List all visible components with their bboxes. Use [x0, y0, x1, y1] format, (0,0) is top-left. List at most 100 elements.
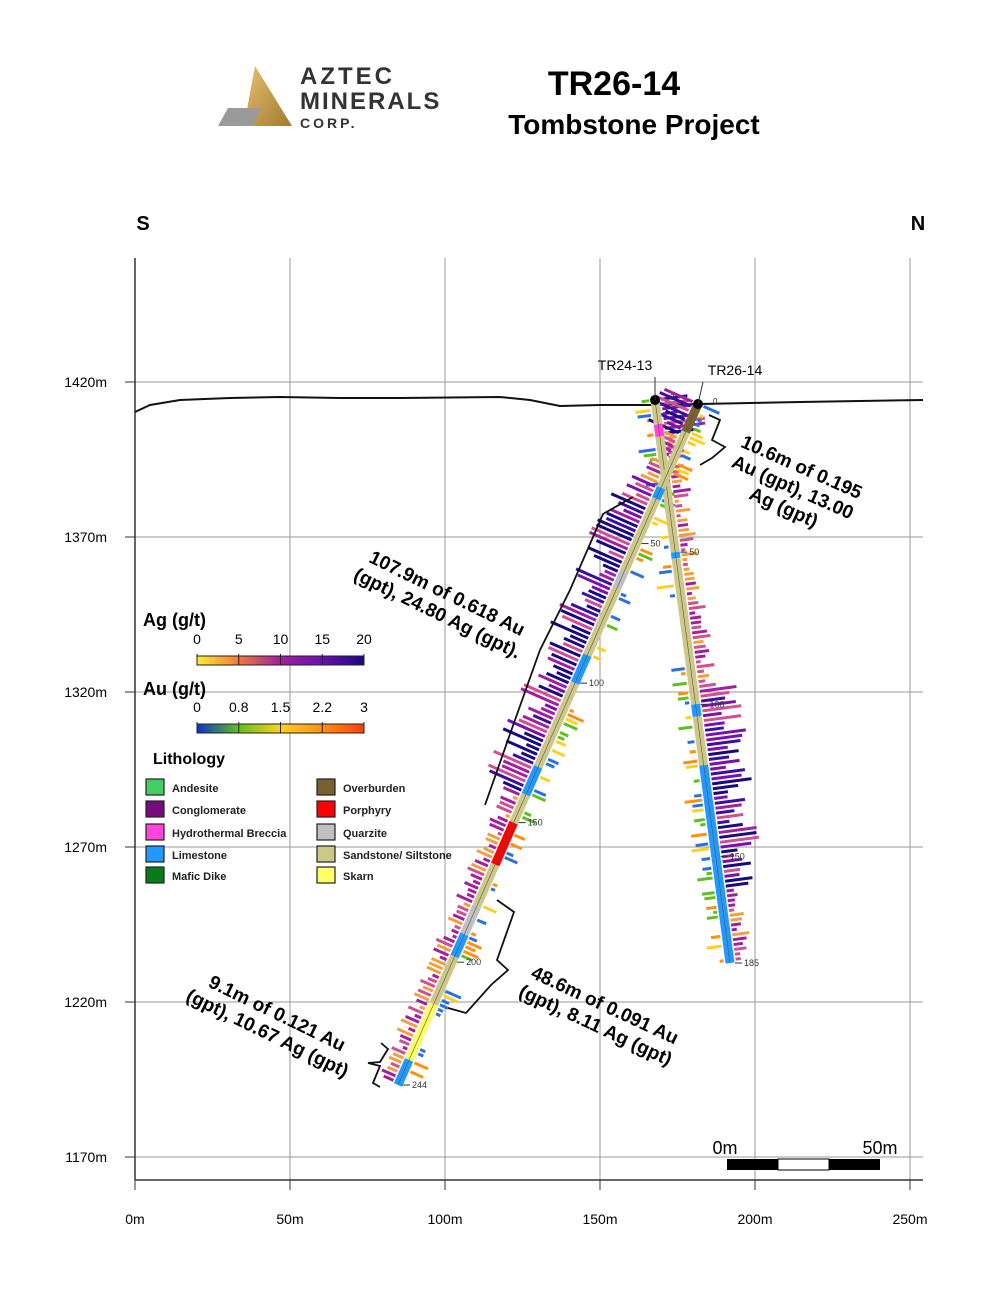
ag-assay-bar: [381, 1068, 397, 1078]
ag-assay-bar: [640, 473, 658, 484]
ag-assay-bar: [731, 927, 737, 932]
ag-assay-bar: [520, 687, 560, 707]
ag-assay-bar: [664, 409, 686, 421]
ag-assay-bar: [682, 557, 688, 562]
ag-assay-bar: [548, 683, 566, 694]
ag-assay-bar: [431, 973, 440, 980]
ag-assay-bar: [500, 795, 517, 805]
au-assay-bar: [673, 472, 689, 481]
ag-assay-bar: [673, 487, 691, 494]
au-ramp-tick-label: 3: [360, 699, 368, 715]
ag-assay-bar: [679, 537, 694, 542]
ag-assay-bar: [586, 604, 601, 613]
drill-hole-trace: [654, 399, 731, 964]
ag-assay-bar: [602, 563, 619, 573]
ag-assay-bar: [474, 858, 489, 868]
ag-assay-bar: [717, 822, 743, 830]
au-assay-bar: [685, 764, 698, 770]
ag-assay-bar: [699, 684, 737, 693]
au-assay-bar: [690, 832, 707, 838]
drill-hole-trace: [397, 403, 699, 1086]
au-assay-bar: [701, 891, 715, 896]
ag-assay-bar: [734, 952, 741, 956]
ag-assay-bar: [701, 699, 736, 708]
ag-assay-bar: [489, 822, 505, 832]
ag-assay-bar: [575, 567, 613, 587]
ag-assay-bar: [692, 633, 711, 640]
ag-assay-bar: [676, 514, 681, 518]
au-assay-bar: [700, 822, 706, 827]
ag-assay-bar: [487, 763, 526, 783]
ag-assay-bar: [597, 518, 635, 537]
au-assay-bar: [539, 775, 551, 783]
x-tick-label: 50m: [276, 1211, 303, 1227]
ag-assay-bar: [697, 669, 705, 674]
ag-assay-bar: [700, 696, 726, 703]
ag-assay-bar: [697, 673, 710, 679]
ag-assay-bar: [581, 591, 605, 604]
au-assay-bar: [567, 713, 585, 723]
ag-assay-bar: [391, 1046, 406, 1055]
ag-assay-bar: [532, 713, 552, 725]
ag-assay-bar: [512, 753, 534, 765]
ag-assay-bar: [682, 562, 689, 567]
au-assay-bar: [669, 594, 676, 598]
ag-assay-bar: [451, 928, 460, 935]
au-assay-bar: [698, 413, 704, 419]
ag-assay-bar: [715, 809, 735, 815]
ag-assay-bar: [693, 644, 706, 650]
ag-assay-bar: [482, 857, 491, 863]
depth-label: 150: [730, 851, 745, 861]
au-assay-bar: [506, 851, 514, 858]
au-assay-bar: [683, 759, 698, 765]
au-assay-bar: [706, 944, 722, 950]
ag-assay-bar: [470, 873, 483, 881]
au-assay-bar: [702, 405, 720, 415]
au-assay-bar: [671, 667, 685, 672]
ag-assay-bar: [713, 795, 728, 800]
ag-assay-bar: [392, 1052, 404, 1060]
au-assay-bar: [706, 905, 717, 911]
au-assay-bar: [630, 570, 645, 579]
ag-assay-bar: [556, 671, 572, 680]
au-assay-bar: [672, 681, 687, 687]
ag-assay-bar: [705, 728, 746, 737]
ag-assay-bar: [647, 471, 660, 479]
ag-assay-bar: [407, 1005, 424, 1015]
au-assay-bar: [563, 722, 578, 731]
y-tick-label: 1420m: [64, 374, 107, 390]
ag-assay-bar: [698, 679, 706, 684]
ag-assay-bar: [709, 758, 740, 766]
grid: [135, 258, 923, 1180]
scale-bar-seg-3: [829, 1159, 880, 1170]
intercept-bracket: [699, 414, 727, 466]
lithology-label: Porphyry: [343, 805, 392, 817]
ag-assay-bar: [708, 755, 730, 762]
intercept-bracket: [367, 1042, 390, 1088]
ag-assay-bar: [588, 589, 607, 600]
ag-assay-bar: [690, 620, 702, 625]
ag-assay-bar: [512, 795, 519, 801]
au-assay-bar: [691, 847, 709, 853]
ag-assay-bar: [386, 1065, 399, 1073]
ag-assay-bar: [552, 664, 574, 676]
lithology-swatch: [316, 823, 336, 841]
ag-assay-bar: [414, 1013, 422, 1020]
ag-assay-bar: [663, 387, 694, 403]
ag-assay-bar: [617, 500, 644, 515]
ag-assay-bar: [732, 936, 747, 942]
au-assay-bar: [675, 467, 690, 476]
ag-assay-bar: [726, 888, 735, 893]
ag-assay-bar: [560, 608, 595, 627]
lithology-swatch: [316, 778, 336, 796]
depth-label: 150: [528, 818, 543, 828]
ag-assay-bar: [733, 941, 744, 947]
ag-assay-bar: [571, 624, 591, 636]
ag-assay-bar: [398, 1038, 410, 1046]
scale-bar-seg-2: [777, 1158, 830, 1171]
ag-assay-bar: [443, 935, 456, 944]
ag-assay-bar: [703, 714, 742, 723]
ag-assay-bar: [621, 491, 648, 506]
